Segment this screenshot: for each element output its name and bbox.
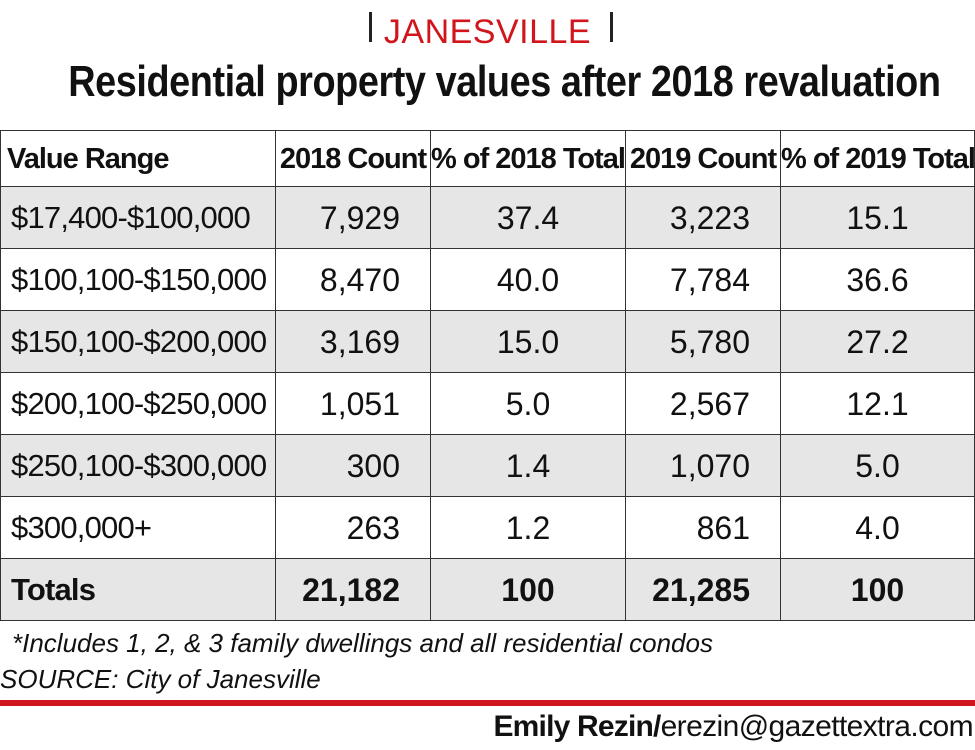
cell-count-2018: 300 bbox=[275, 434, 431, 497]
column-header-2019-pct: % of 2019 Total bbox=[780, 130, 975, 187]
cell-pct-2019: 4.0 bbox=[780, 496, 975, 559]
cell-count-2018: 7,929 bbox=[275, 186, 431, 249]
totals-pct-2018: 100 bbox=[430, 558, 626, 621]
column-header-value-range: Value Range bbox=[0, 130, 276, 187]
cell-pct-2018: 5.0 bbox=[430, 372, 626, 435]
cell-count-2019: 3,223 bbox=[625, 186, 781, 249]
cell-count-2019: 7,784 bbox=[625, 248, 781, 311]
cell-pct-2018: 15.0 bbox=[430, 310, 626, 373]
cell-pct-2018: 40.0 bbox=[430, 248, 626, 311]
cell-count-2019: 5,780 bbox=[625, 310, 781, 373]
table-header-row: Value Range 2018 Count % of 2018 Total 2… bbox=[0, 130, 975, 187]
totals-count-2018: 21,182 bbox=[275, 558, 431, 621]
cell-pct-2018: 1.4 bbox=[430, 434, 626, 497]
cell-pct-2018: 37.4 bbox=[430, 186, 626, 249]
cell-pct-2019: 36.6 bbox=[780, 248, 975, 311]
cell-count-2018: 8,470 bbox=[275, 248, 431, 311]
totals-row: Totals 21,182 100 21,285 100 bbox=[0, 558, 975, 621]
kicker-area: JANESVILLE bbox=[0, 6, 975, 50]
cell-pct-2019: 15.1 bbox=[780, 186, 975, 249]
table-row: $250,100-$300,000 300 1.4 1,070 5.0 bbox=[0, 434, 975, 497]
cell-count-2018: 263 bbox=[275, 496, 431, 559]
totals-pct-2019: 100 bbox=[780, 558, 975, 621]
totals-label: Totals bbox=[0, 558, 276, 621]
cell-pct-2019: 5.0 bbox=[780, 434, 975, 497]
source-note: SOURCE: City of Janesville bbox=[0, 664, 321, 694]
cell-range: $200,100-$250,000 bbox=[0, 372, 276, 435]
cell-count-2019: 861 bbox=[625, 496, 781, 559]
table-row: $150,100-$200,000 3,169 15.0 5,780 27.2 bbox=[0, 310, 975, 373]
table-body: $17,400-$100,000 7,929 37.4 3,223 15.1 $… bbox=[0, 186, 975, 621]
credit-name: Emily Rezin/ bbox=[493, 710, 661, 743]
cell-range: $100,100-$150,000 bbox=[0, 248, 276, 311]
cell-pct-2019: 12.1 bbox=[780, 372, 975, 435]
cell-count-2019: 1,070 bbox=[625, 434, 781, 497]
table-row: $17,400-$100,000 7,929 37.4 3,223 15.1 bbox=[0, 186, 975, 249]
kicker: JANESVILLE bbox=[383, 13, 592, 51]
totals-count-2019: 21,285 bbox=[625, 558, 781, 621]
byline: Emily Rezin/erezin@gazettextra.com bbox=[493, 708, 973, 746]
footnote: *Includes 1, 2, & 3 family dwellings and… bbox=[12, 628, 713, 658]
column-header-2018-count: 2018 Count bbox=[275, 130, 431, 187]
credit-email: erezin@gazettextra.com bbox=[660, 710, 974, 743]
page-title: Residential property values after 2018 r… bbox=[68, 57, 941, 106]
cell-range: $250,100-$300,000 bbox=[0, 434, 276, 497]
column-header-2018-pct: % of 2018 Total bbox=[430, 130, 626, 187]
cell-count-2018: 1,051 bbox=[275, 372, 431, 435]
table-row: $200,100-$250,000 1,051 5.0 2,567 12.1 bbox=[0, 372, 975, 435]
table-row: $100,100-$150,000 8,470 40.0 7,784 36.6 bbox=[0, 248, 975, 311]
values-table: Value Range 2018 Count % of 2018 Total 2… bbox=[0, 130, 975, 621]
cell-count-2019: 2,567 bbox=[625, 372, 781, 435]
kicker-left-bar bbox=[369, 12, 372, 42]
cell-pct-2019: 27.2 bbox=[780, 310, 975, 373]
cell-range: $300,000+ bbox=[0, 496, 276, 559]
cell-pct-2018: 1.2 bbox=[430, 496, 626, 559]
cell-count-2018: 3,169 bbox=[275, 310, 431, 373]
cell-range: $17,400-$100,000 bbox=[0, 186, 276, 249]
column-header-2019-count: 2019 Count bbox=[625, 130, 781, 187]
kicker-right-bar bbox=[610, 12, 613, 42]
red-divider bbox=[0, 700, 975, 706]
cell-range: $150,100-$200,000 bbox=[0, 310, 276, 373]
table-row: $300,000+ 263 1.2 861 4.0 bbox=[0, 496, 975, 559]
